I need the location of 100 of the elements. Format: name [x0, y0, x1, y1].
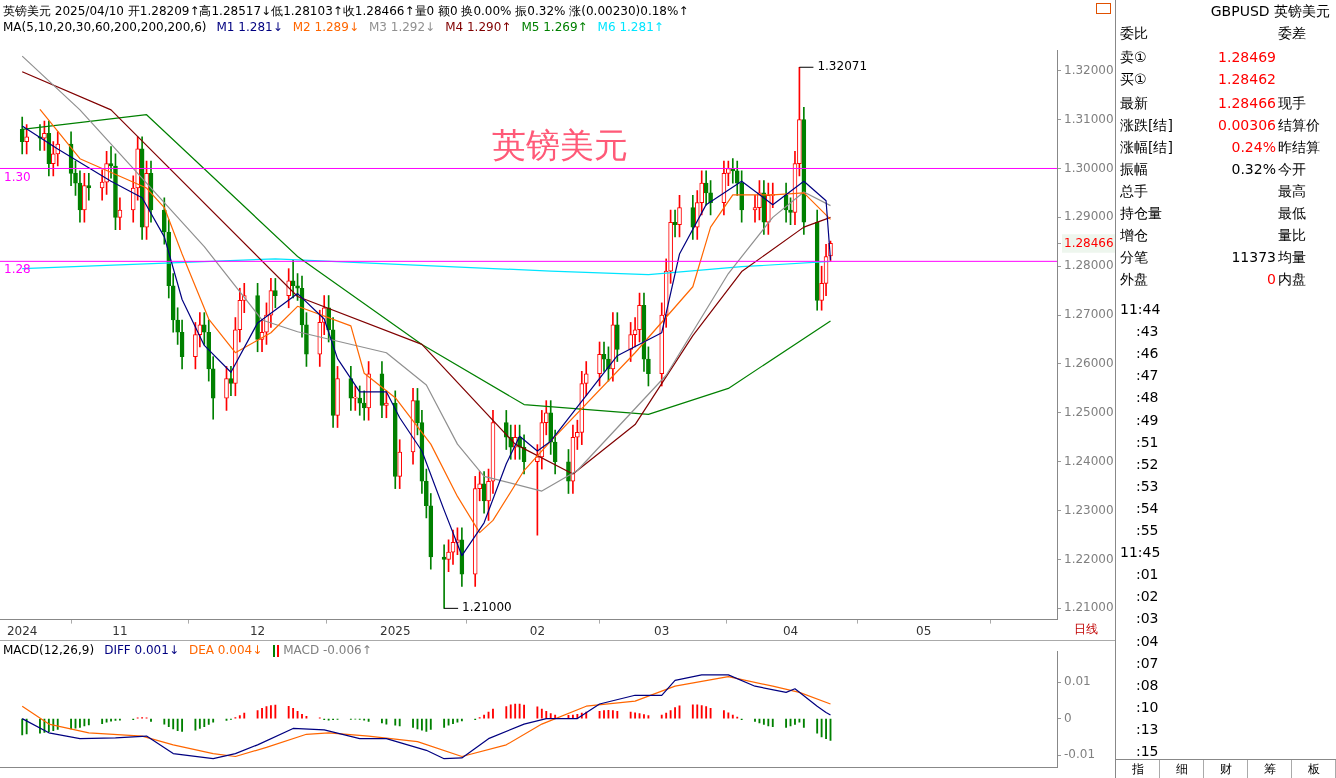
text: 委比: [1120, 24, 1148, 43]
candlestick: [819, 265, 824, 311]
candlestick: [286, 268, 292, 309]
text: 英镑美元: [492, 125, 629, 166]
text: 昨结算: [1278, 138, 1320, 157]
text: 结算价: [1278, 116, 1320, 135]
text: 增仓: [1120, 226, 1148, 245]
y-tick-label: 1.30000: [1064, 160, 1114, 175]
text: 持仓量: [1120, 204, 1162, 223]
y-tick-label: 1.24000: [1064, 453, 1114, 468]
candlestick: [82, 173, 87, 223]
text: 最新: [1120, 94, 1148, 113]
text: 分笔: [1120, 248, 1148, 267]
text: 买①: [1120, 70, 1147, 89]
text: 0.32%: [1231, 160, 1276, 179]
candlestick: [86, 173, 92, 201]
text: 最低: [1278, 204, 1306, 223]
text: 0: [1267, 270, 1276, 289]
text: 11:44: [1120, 300, 1161, 319]
text: :48: [1136, 388, 1159, 408]
candlestick: [233, 317, 238, 397]
candlestick: [708, 180, 713, 216]
text: 今开: [1278, 160, 1306, 179]
candlestick: [646, 346, 651, 387]
y-tick-label: -0.01: [1064, 747, 1096, 762]
legend-label: MACD -0.006↑: [283, 643, 372, 657]
candlestick: [335, 366, 340, 428]
text: 内盘: [1278, 270, 1306, 289]
candlestick: [352, 385, 358, 411]
text: 财: [1204, 760, 1248, 778]
text: :53: [1136, 476, 1159, 496]
y-tick-label: 1.28466: [1064, 235, 1114, 250]
text: :49: [1136, 410, 1159, 430]
text: :10: [1136, 697, 1159, 717]
text: :55: [1136, 521, 1159, 540]
text: :07: [1136, 653, 1159, 673]
candlestick: [73, 160, 78, 196]
text: :52: [1136, 454, 1159, 474]
text: :54: [1136, 498, 1159, 518]
text: 委差: [1278, 24, 1306, 43]
text: 板: [1292, 760, 1336, 778]
candlestick: [161, 197, 167, 245]
candlestick: [424, 468, 429, 519]
y-tick-label: 0: [1064, 710, 1072, 725]
text: :51: [1136, 432, 1159, 452]
text: 筹: [1248, 760, 1292, 778]
y-tick-label: 1.31000: [1064, 111, 1114, 126]
text: 外盘: [1120, 270, 1148, 289]
text: 均量: [1278, 248, 1306, 267]
y-tick-label: 1.32000: [1064, 62, 1114, 77]
text: 量比: [1278, 226, 1306, 245]
candlestick: [614, 312, 620, 362]
candlestick: [361, 390, 367, 421]
candlestick: [477, 471, 482, 502]
candlestick: [224, 366, 229, 411]
legend-title: MACD(12,26,9): [3, 643, 95, 657]
x-tick-label: 02: [529, 623, 546, 638]
candlestick: [193, 322, 198, 370]
candlestick: [42, 120, 47, 151]
text: 最高: [1278, 182, 1306, 201]
ref-line-label: 1.28: [4, 262, 31, 277]
candlestick: [366, 361, 371, 421]
candlestick: [535, 444, 540, 536]
y-tick-label: 1.28000: [1064, 258, 1114, 273]
candlestick: [446, 539, 451, 573]
text: 1.28466: [1218, 94, 1276, 113]
text: M1 1.281↓: [216, 20, 283, 34]
text: 指: [1116, 760, 1160, 778]
text: :47: [1136, 366, 1159, 386]
candlestick: [788, 197, 793, 226]
text: 现手: [1278, 94, 1306, 113]
text: 总手: [1120, 182, 1148, 201]
candlestick: [175, 307, 180, 345]
annotation: 1.32071: [817, 59, 868, 74]
x-tick-label: 2024: [6, 623, 38, 638]
text: DEA 0.004↓: [188, 643, 263, 657]
text: M3 1.292↓: [368, 20, 436, 34]
candlestick: [295, 273, 300, 301]
ref-line-label: 1.30: [4, 169, 31, 184]
y-tick-label: 1.25000: [1064, 404, 1114, 419]
text: 卖①: [1120, 48, 1147, 67]
y-tick-label: 1.22000: [1064, 551, 1114, 566]
text: 1.28462: [1218, 70, 1276, 89]
text: DIFF 0.001↓: [104, 643, 179, 657]
candlestick: [726, 160, 731, 186]
text: 0.24%: [1231, 138, 1276, 157]
candlestick: [637, 292, 642, 343]
candlestick: [797, 66, 802, 177]
text: 11:45: [1120, 543, 1161, 563]
y-tick-label: 1.27000: [1064, 307, 1114, 322]
candlestick: [486, 468, 491, 521]
text: :02: [1136, 587, 1159, 607]
candlestick: [628, 322, 633, 362]
candlestick: [304, 312, 309, 367]
text: :08: [1136, 675, 1159, 695]
annotation: 1.21000: [462, 600, 512, 615]
text: 涨跌[结]: [1120, 116, 1173, 135]
y-tick-label: 1.29000: [1064, 209, 1114, 224]
candlestick: [739, 170, 745, 223]
text: :04: [1136, 631, 1159, 651]
